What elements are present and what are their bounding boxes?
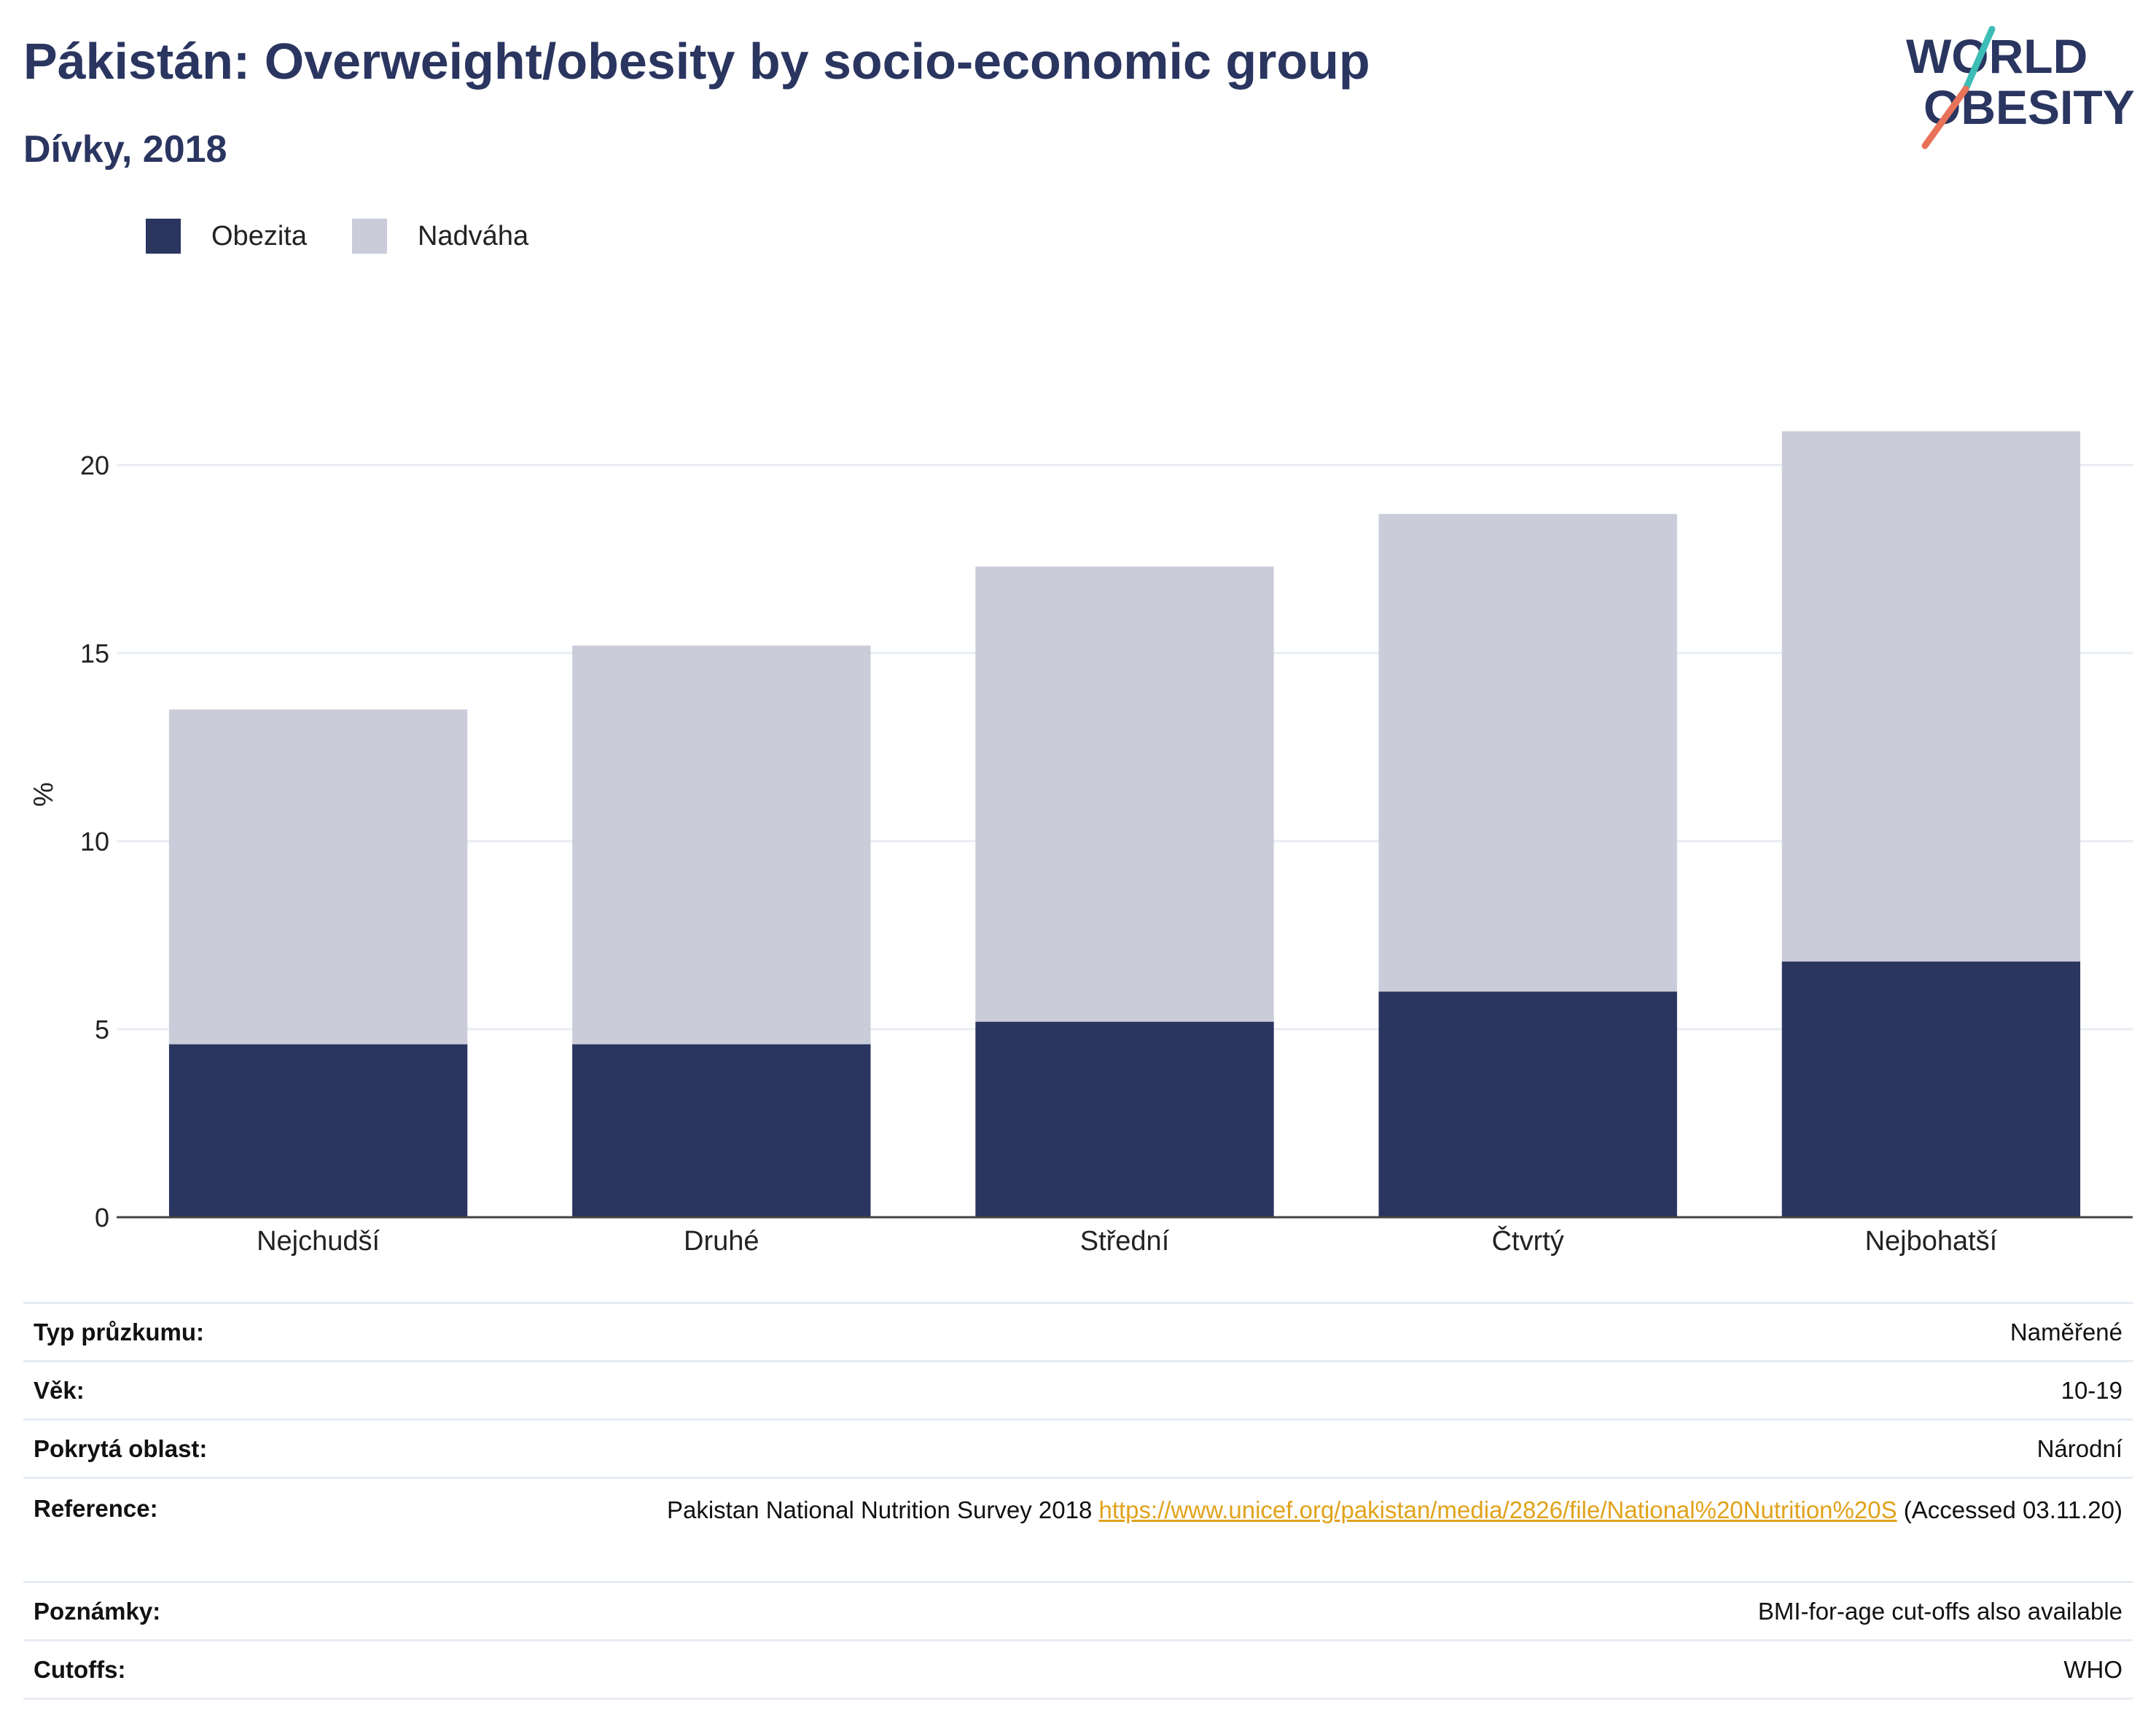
y-tick-label: 10 (80, 827, 109, 856)
y-axis-label: % (28, 782, 59, 807)
bar-obesity[interactable] (975, 1021, 1274, 1217)
logo-word-obesity: OBESITY (1923, 80, 2135, 134)
x-tick-label: Nejbohatší (1865, 1226, 1998, 1257)
bar-overweight[interactable] (975, 566, 1274, 1022)
info-value: WHO (335, 1639, 2133, 1700)
reference-text: Pakistan National Nutrition Survey 2018 (666, 1496, 1093, 1523)
legend-swatch-obesity (146, 219, 181, 254)
chart-legend: Obezita Nadváha (146, 216, 574, 257)
y-tick-label: 20 (80, 450, 109, 480)
legend-label-obesity: Obezita (211, 220, 307, 251)
x-tick-labels: Nejchudší Druhé Střední Čtvrtý Nejbohatší (257, 1225, 1998, 1257)
legend-item-obesity[interactable]: Obezita (146, 219, 307, 254)
info-row-notes: Poznámky: BMI-for-age cut-offs also avai… (23, 1581, 2133, 1641)
world-obesity-logo: WORLD OBESITY (1906, 26, 2135, 149)
x-tick-label: Druhé (684, 1226, 759, 1257)
y-tick-label: 0 (95, 1203, 109, 1233)
logo-word-world: WORLD (1906, 29, 2087, 83)
info-value: Naměřené (335, 1302, 2133, 1362)
info-row-reference: Reference: Pakistan National Nutrition S… (23, 1477, 2133, 1582)
info-row-cutoffs: Cutoffs: WHO (23, 1639, 2133, 1700)
bars (168, 431, 2081, 1217)
info-row-age: Věk: 10-19 (23, 1360, 2133, 1420)
bar-chart: 0 5 10 15 20 Nejchudší Druhé Střední Čtvrtý Nejb… (28, 431, 2133, 1257)
info-value: BMI-for-age cut-offs also available (335, 1581, 2133, 1641)
bar-overweight[interactable] (1781, 431, 2081, 962)
y-tick-label: 5 (95, 1015, 109, 1044)
bar-obesity[interactable] (168, 1044, 468, 1217)
reference-accessed: (Accessed 03.11.20) (1903, 1496, 2122, 1523)
reference-link[interactable]: https://www.unicef.org/pakistan/media/28… (1098, 1496, 1897, 1523)
y-tick-label: 15 (80, 638, 109, 668)
legend-item-overweight[interactable]: Nadváha (351, 219, 529, 254)
info-label: Reference: (23, 1477, 335, 1582)
bar-obesity[interactable] (572, 1044, 871, 1217)
y-tick-labels: 0 5 10 15 20 (80, 450, 109, 1233)
bar-overweight[interactable] (1378, 514, 1677, 992)
info-label: Cutoffs: (23, 1639, 335, 1700)
info-label: Pokrytá oblast: (23, 1418, 335, 1478)
info-label: Poznámky: (23, 1581, 335, 1641)
x-tick-label: Čtvrtý (1492, 1225, 1564, 1257)
logo-slash-teal (1962, 26, 1996, 93)
info-value: Národní (335, 1418, 2133, 1478)
bar-overweight[interactable] (572, 645, 871, 1044)
chart-title: Pákistán: Overweight/obesity by socio-ec… (23, 33, 1370, 90)
info-value: Pakistan National Nutrition Survey 2018 … (335, 1477, 2133, 1582)
info-label: Věk: (23, 1360, 335, 1420)
logo-slash-coral (1921, 85, 1969, 149)
x-tick-label: Střední (1080, 1226, 1170, 1257)
info-row-survey-type: Typ průzkumu: Naměřené (23, 1302, 2133, 1362)
legend-label-overweight: Nadváha (417, 220, 529, 251)
survey-info-table: Typ průzkumu: Naměřené Věk: 10-19 Pokryt… (23, 1302, 2133, 1700)
info-value: 10-19 (335, 1360, 2133, 1420)
bar-obesity[interactable] (1781, 961, 2081, 1217)
bar-overweight[interactable] (168, 709, 468, 1044)
bar-obesity[interactable] (1378, 991, 1677, 1217)
x-tick-label: Nejchudší (257, 1226, 380, 1257)
info-row-coverage: Pokrytá oblast: Národní (23, 1418, 2133, 1478)
chart-subtitle: Dívky, 2018 (23, 128, 227, 171)
info-label: Typ průzkumu: (23, 1302, 335, 1362)
legend-swatch-overweight (351, 219, 387, 254)
